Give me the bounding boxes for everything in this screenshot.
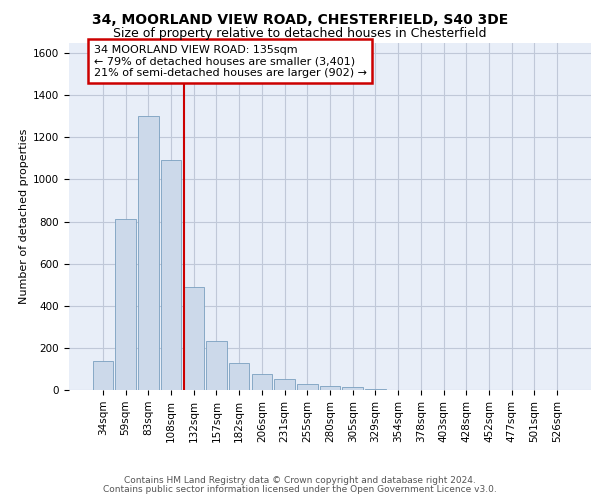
- Text: 34 MOORLAND VIEW ROAD: 135sqm
← 79% of detached houses are smaller (3,401)
21% o: 34 MOORLAND VIEW ROAD: 135sqm ← 79% of d…: [94, 44, 367, 78]
- Bar: [343, 387, 363, 390]
- Bar: [251, 374, 272, 390]
- Text: Contains HM Land Registry data © Crown copyright and database right 2024.: Contains HM Land Registry data © Crown c…: [124, 476, 476, 485]
- Bar: [274, 380, 295, 390]
- Bar: [206, 340, 227, 390]
- Bar: [184, 287, 204, 390]
- Bar: [138, 116, 158, 390]
- Text: Size of property relative to detached houses in Chesterfield: Size of property relative to detached ho…: [113, 28, 487, 40]
- Y-axis label: Number of detached properties: Number of detached properties: [19, 128, 29, 304]
- Bar: [320, 386, 340, 390]
- Text: 34, MOORLAND VIEW ROAD, CHESTERFIELD, S40 3DE: 34, MOORLAND VIEW ROAD, CHESTERFIELD, S4…: [92, 12, 508, 26]
- Bar: [229, 362, 250, 390]
- Bar: [93, 360, 113, 390]
- Bar: [297, 384, 317, 390]
- Bar: [365, 389, 386, 390]
- Text: Contains public sector information licensed under the Open Government Licence v3: Contains public sector information licen…: [103, 485, 497, 494]
- Bar: [161, 160, 181, 390]
- Bar: [115, 220, 136, 390]
